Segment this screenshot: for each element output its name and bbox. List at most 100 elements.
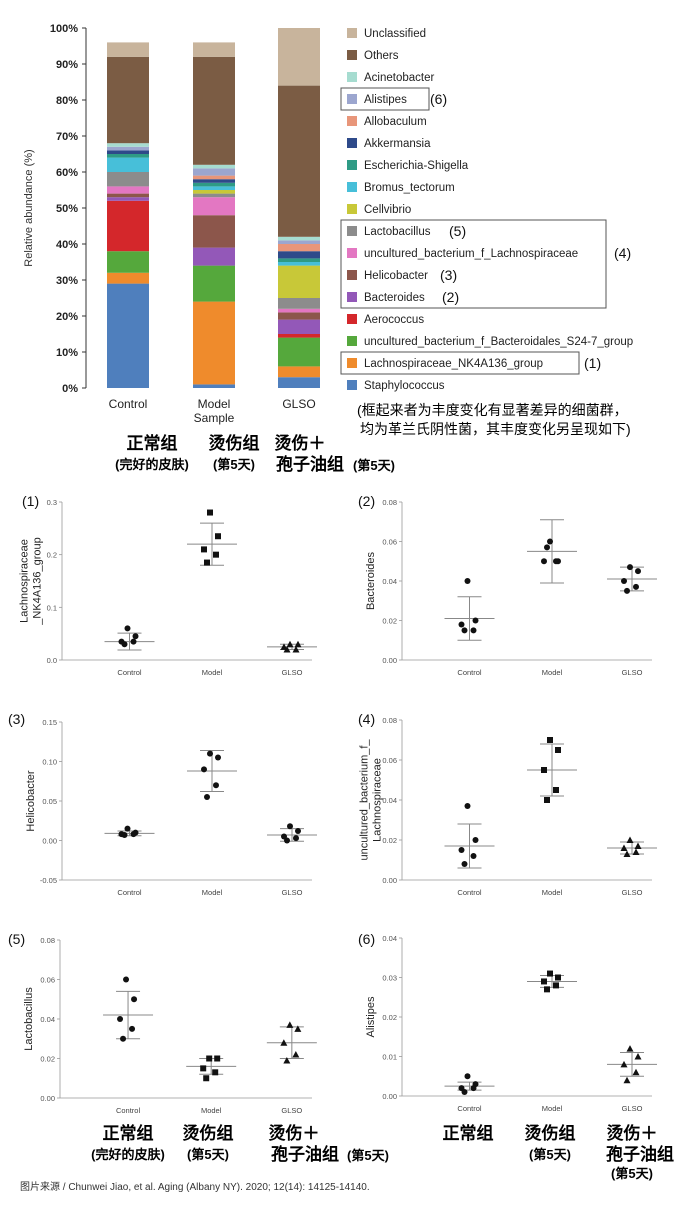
data-point [292, 645, 300, 653]
bottom-label-glso-line2-left: 孢子油组 [271, 1144, 339, 1164]
data-point [547, 970, 553, 977]
legend-label-cellvibrio: Cellvibrio [364, 204, 411, 216]
y-tick-label: 0.08 [382, 498, 397, 507]
annotation-note: (框起来者为丰度变化有显著差异的细菌群， 均为革兰氏阴性菌，其丰度变化另呈现如下… [357, 402, 631, 437]
bar-segment-others-glso [278, 85, 320, 237]
data-point [627, 564, 633, 571]
legend-label-bromus-tectorum: Bromus_tectorum [364, 182, 455, 194]
bar-segment-escherichia-shigella-control [107, 154, 149, 158]
bar-segment-allobaculum-model [193, 175, 235, 180]
legend-swatch-lachnospiraceae-nk4a136-group [347, 358, 357, 368]
data-point [621, 578, 627, 584]
chinese-group-labels-bottom: 正常组 (完好的皮肤) 烫伤组 (第5天) 烫伤＋ 孢子油组 (第5天) 正常组… [91, 1123, 674, 1181]
data-point [555, 747, 561, 753]
x-category-label: Control [109, 397, 148, 411]
bottom-label-glso-line2-right: 孢子油组 [606, 1144, 674, 1164]
chinese-group-labels-top: 正常组 (完好的皮肤) 烫伤组 (第5天) 烫伤＋ 孢子油组 (第5天) [115, 433, 395, 474]
legend-label-alistipes: Alistipes [364, 94, 407, 106]
data-point [214, 1055, 221, 1062]
bottom-label-glso-left: 烫伤＋ [269, 1123, 320, 1143]
data-point [541, 978, 547, 985]
scatter-panel-5: (5) 0.00 0.02 0.04 0.06 0.08 Lactobacillus Cont… [8, 931, 317, 1115]
significance-box-3 [340, 351, 580, 375]
bottom-sub-model-left: (第5天) [187, 1147, 229, 1162]
y-tick-label: 0.02 [382, 617, 397, 626]
x-category-label: Model [198, 397, 231, 411]
data-point [620, 1060, 628, 1068]
legend-label-uncultured-bacterium-f-bacteroidales-s24-7-group: uncultured_bacterium_f_Bacteroidales_S24… [364, 336, 633, 348]
legend-swatch-bromus-tectorum [347, 182, 357, 192]
data-point [207, 509, 213, 516]
data-point [124, 625, 131, 632]
group-label-glso: 烫伤＋ [275, 433, 326, 453]
bar-segment-others-control [107, 56, 149, 144]
bar-segment-lachnospiraceae-nk4a136-group-model [193, 301, 235, 385]
y-axis-label: _NK4A136_group [32, 537, 44, 625]
bar-segment-akkermansia-model [193, 179, 235, 183]
x-category-label: GLSO [622, 1104, 643, 1113]
data-point [623, 850, 631, 857]
data-point [634, 842, 642, 849]
bottom-label-control-right: 正常组 [443, 1123, 494, 1143]
legend-swatch-unclassified [347, 28, 357, 38]
data-point [215, 533, 221, 540]
y-tick-label: 90% [56, 59, 78, 71]
y-tick-label: 0.08 [382, 716, 397, 725]
data-point [544, 544, 550, 551]
y-axis-label: Helicobacter [25, 770, 37, 831]
data-point [120, 1035, 127, 1042]
y-tick-label: 0.01 [382, 1053, 397, 1062]
panel-label: (3) [8, 711, 25, 727]
group-label-control: 正常组 [127, 433, 178, 453]
y-tick-label: 0.00 [42, 837, 57, 846]
bar-segment-acinetobacter-control [107, 143, 149, 147]
legend-mark-3: (3) [440, 267, 457, 283]
data-point [292, 1051, 300, 1058]
data-point [283, 1056, 291, 1064]
bottom-label-model-left: 烫伤组 [183, 1123, 234, 1143]
data-point [624, 587, 630, 594]
x-category-label: Model [201, 1106, 222, 1115]
bar-segment-escherichia-shigella-model [193, 182, 235, 187]
x-category-label: GLSO [622, 888, 643, 897]
y-tick-label: 30% [56, 275, 78, 287]
bottom-label-control-left: 正常组 [103, 1123, 154, 1143]
bar-segment-lactobacillus-glso [278, 298, 320, 309]
group-sub-model: (第5天) [213, 457, 255, 472]
y-axis-label: Lactobacillus [23, 987, 35, 1051]
legend-mark-4: (4) [614, 245, 631, 261]
stacked-bar-chart: 0% 10% 20% 30% 40% 50% 60% 70% 80% 90% 100% Relativ… [23, 23, 320, 425]
data-point [213, 782, 219, 789]
bar-segment-bacteroides-model [193, 247, 235, 266]
panel-label: (1) [22, 493, 39, 509]
data-point [472, 837, 479, 843]
panel-label: (6) [358, 931, 375, 947]
data-point [458, 621, 465, 628]
bar-segment-lachnospiraceae-nk4a136-group-control [107, 272, 149, 284]
bar-segment-lactobacillus-model [193, 193, 235, 198]
bar-segment-helicobacter-model [193, 215, 235, 248]
legend-label-helicobacter: Helicobacter [364, 270, 428, 282]
legend-label-aerococcus: Aerococcus [364, 314, 424, 326]
x-category-label: GLSO [282, 888, 303, 897]
bar-segment-bromus-tectorum-control [107, 157, 149, 172]
data-point [464, 578, 471, 584]
legend-label-lachnospiraceae-nk4a136-group: Lachnospiraceae_NK4A136_group [364, 358, 543, 370]
legend-swatch-aerococcus [347, 314, 357, 324]
y-axis-label: uncultured_bacterium_f_ [359, 739, 371, 861]
data-point [461, 627, 468, 634]
bar-segment-uncultured-bacterium-f-lachnospiraceae-control [107, 186, 149, 194]
data-point [206, 1055, 213, 1062]
bottom-label-glso-right: 烫伤＋ [607, 1123, 658, 1143]
bottom-label-model-right: 烫伤组 [525, 1123, 576, 1143]
legend-label-staphylococcus: Staphylococcus [364, 380, 445, 392]
legend-swatch-uncultured-bacterium-f-bacteroidales-s24-7-group [347, 336, 357, 346]
legend-mark-6: (6) [430, 91, 447, 107]
data-point [207, 750, 213, 757]
data-point [464, 803, 471, 809]
data-point [293, 835, 299, 842]
bar-segment-bacteroides-glso [278, 319, 320, 334]
y-tick-label: 0.00 [40, 1094, 55, 1103]
